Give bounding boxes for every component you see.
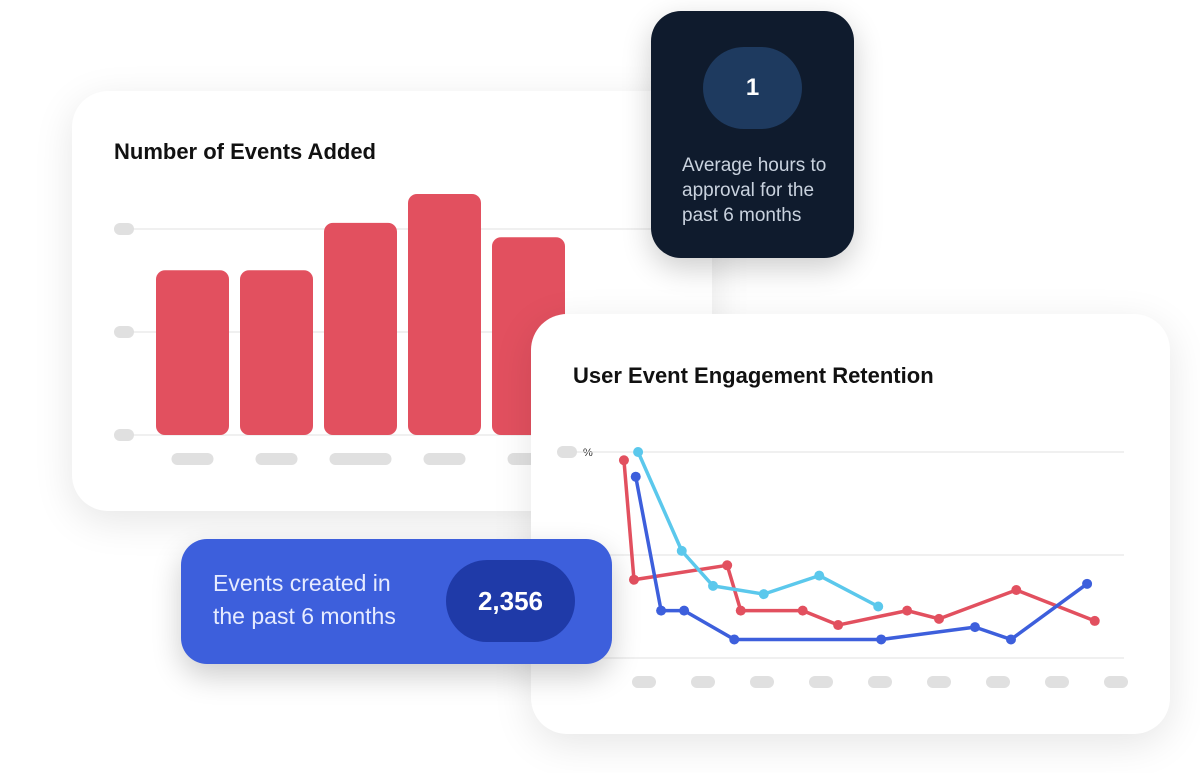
data-point [934,613,944,624]
x-tick-label-placeholder [1045,676,1069,688]
average-hours-card: 1 Average hours to approval for the past… [651,11,854,258]
data-point [1089,615,1100,626]
data-point [758,589,769,600]
y-tick-label-placeholder [114,223,134,235]
series-line [634,476,1089,642]
data-point [1082,578,1093,589]
bar [408,193,481,435]
events-created-label: Events created in the past 6 months [213,570,396,629]
line-chart: % [557,446,1128,688]
x-tick-label-placeholder [423,453,466,465]
x-tick-label-placeholder [986,676,1010,688]
data-point [797,605,808,616]
data-point [618,455,629,466]
events-created-card: Events created in the past 6 months 2,35… [181,539,612,664]
y-tick-label-placeholder [114,326,134,338]
data-point [676,545,687,556]
data-point [876,634,887,645]
x-tick-label-placeholder [1104,676,1128,688]
data-point [833,620,844,631]
data-point [708,580,719,591]
data-point [628,574,639,585]
average-hours-label: Average hours to approval for the past 6… [682,155,827,226]
x-tick-label-placeholder [868,676,892,688]
series-line [636,451,880,609]
retention-card: User Event Engagement Retention % [531,314,1170,734]
data-point [902,605,913,616]
y-unit-label: % [583,447,593,459]
data-point [679,605,690,616]
data-point [656,605,667,616]
data-point [633,447,644,457]
line-chart-title: User Event Engagement Retention [573,363,934,388]
data-point [873,601,884,612]
x-tick-label-placeholder [255,453,298,465]
data-point [969,622,980,633]
average-hours-value: 1 [703,47,802,129]
data-point [1011,585,1022,596]
series-line [622,460,1096,627]
bar [156,270,229,435]
data-point [1005,634,1016,645]
events-created-value: 2,356 [446,560,575,642]
x-tick-label-placeholder [632,676,656,688]
data-point [735,605,746,616]
x-tick-label-placeholder [329,453,392,465]
y-tick-label-placeholder [557,446,577,458]
data-point [814,570,825,581]
data-point [729,634,740,645]
bar-chart-title: Number of Events Added [114,139,376,164]
y-tick-label-placeholder [114,429,134,441]
x-tick-label-placeholder [171,453,214,465]
data-point [722,560,733,571]
bar [240,270,313,435]
x-tick-label-placeholder [809,676,833,688]
bar [324,222,397,435]
x-tick-label-placeholder [750,676,774,688]
x-tick-label-placeholder [927,676,951,688]
x-tick-label-placeholder [691,676,715,688]
data-point [630,471,641,482]
